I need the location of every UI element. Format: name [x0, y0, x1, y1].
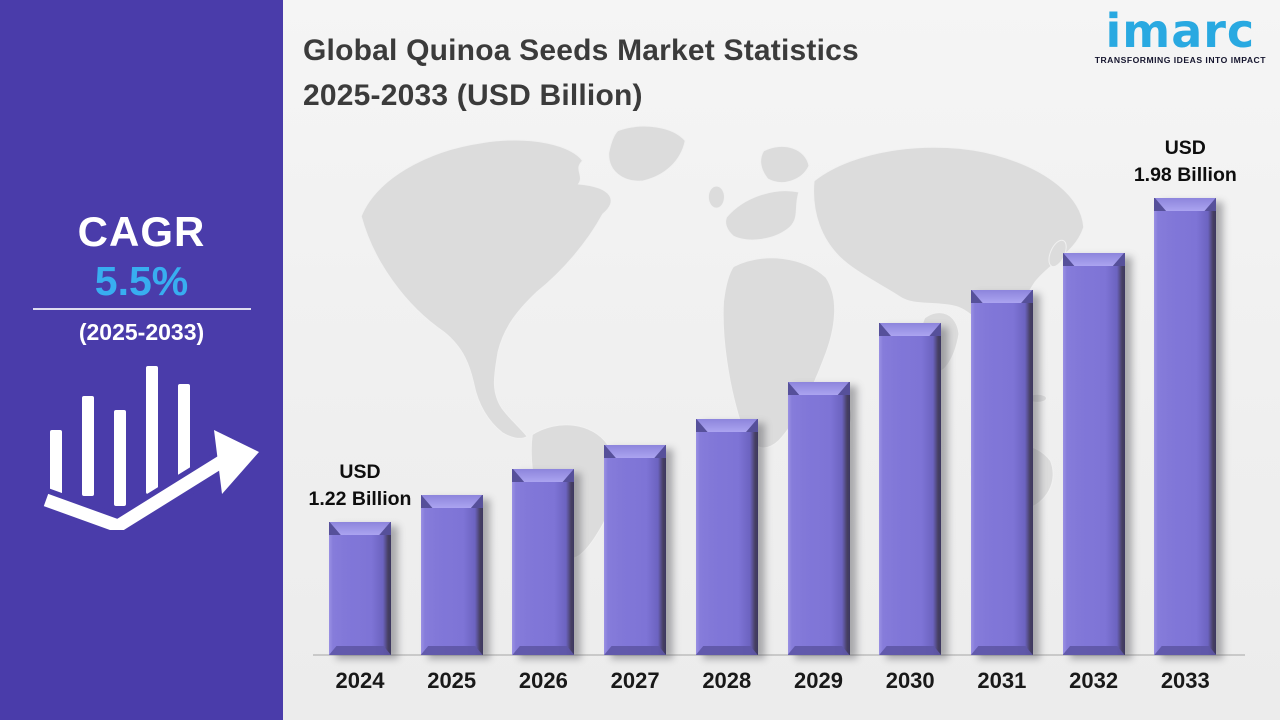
chart-title-line1: Global Quinoa Seeds Market Statistics: [303, 34, 859, 67]
x-axis-label-2028: 2028: [702, 668, 752, 693]
chart-title-line2: 2025-2033 (USD Billion): [303, 79, 643, 112]
x-axis-line: [313, 654, 1245, 656]
chart-title: Global Quinoa Seeds Market Statistics 20…: [303, 28, 859, 118]
cagr-sidebar: CAGR 5.5% (2025-2033): [0, 0, 283, 720]
bar-chart-growth-arrow-icon: [41, 366, 259, 530]
bar-2033: [1154, 198, 1217, 655]
x-axis-label-2025: 2025: [427, 668, 477, 693]
bar-group-2031: 2031: [970, 290, 1033, 693]
bar-2029: [787, 382, 850, 655]
value-label-2033: USD 1.98 Billion: [1133, 137, 1237, 186]
bar-chart: 2024 USD 1.22 Billion 2025 2026 2027 2028 2029 2…: [283, 0, 1280, 720]
x-axis-label-2033: 2033: [1160, 668, 1210, 693]
bar-group-2027: 2027: [604, 445, 667, 693]
bar-2028: [695, 419, 758, 655]
x-axis-label-2030: 2030: [885, 668, 935, 693]
value-label-2024: USD 1.22 Billion: [308, 461, 412, 510]
cagr-value: 5.5%: [94, 258, 189, 304]
bar-2026: [512, 469, 575, 655]
imarc-logo: imarc TRANSFORMING IDEAS INTO IMPACT: [1095, 6, 1266, 65]
x-axis-label-2024: 2024: [335, 668, 385, 693]
bar-group-2032: 2032: [1062, 253, 1125, 693]
x-axis-label-2031: 2031: [977, 668, 1027, 693]
bar-2024: [329, 522, 391, 655]
x-axis-label-2026: 2026: [518, 668, 568, 693]
bar-group-2033: 2033 USD 1.98 Billion: [1134, 137, 1237, 693]
cagr-title: CAGR: [77, 208, 206, 255]
bar-2030: [879, 323, 942, 655]
imarc-logo-tagline: TRANSFORMING IDEAS INTO IMPACT: [1094, 54, 1266, 65]
bar-group-2024: 2024 USD 1.22 Billion: [309, 461, 412, 693]
bar-2031: [970, 290, 1033, 655]
cagr-period: (2025-2033): [78, 319, 205, 345]
x-axis-label-2032: 2032: [1069, 668, 1119, 693]
bar-2027: [604, 445, 667, 655]
bar-group-2029: 2029: [787, 382, 850, 693]
divider: [33, 308, 251, 310]
bar-group-2026: 2026: [512, 469, 575, 693]
bar-group-2028: 2028: [695, 419, 758, 693]
bar-group-2025: 2025: [420, 495, 483, 693]
x-axis-label-2029: 2029: [794, 668, 843, 693]
bar-group-2030: 2030: [879, 323, 942, 693]
imarc-logo-text: imarc: [1105, 4, 1256, 58]
x-axis-label-2027: 2027: [610, 668, 660, 693]
chart-panel: Global Quinoa Seeds Market Statistics 20…: [283, 0, 1280, 720]
bar-2025: [420, 495, 483, 655]
bar-2032: [1062, 253, 1125, 655]
